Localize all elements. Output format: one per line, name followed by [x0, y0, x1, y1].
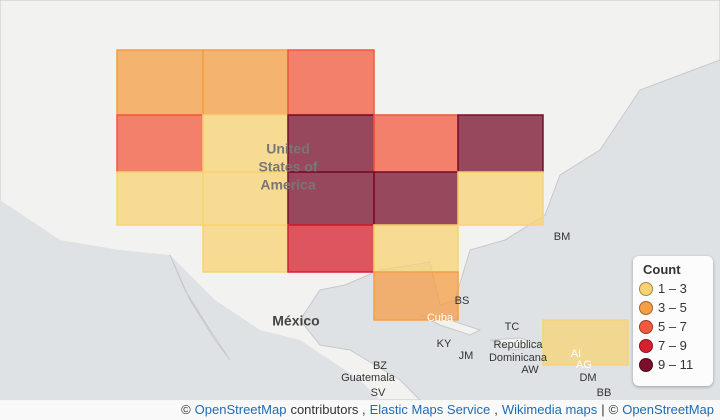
attribution-text: ,: [494, 402, 498, 417]
legend-item: 5 – 7: [639, 317, 713, 336]
grid-cell: [457, 171, 544, 226]
grid-cell: [287, 171, 375, 226]
place-label: Dominicana: [489, 352, 548, 364]
grid-cell: [373, 271, 459, 321]
legend-item: 1 – 3: [639, 279, 713, 298]
legend-items: 1 – 3 3 – 5 5 – 7 7 – 9 9 – 11: [633, 279, 713, 374]
attribution-link[interactable]: Elastic Maps Service: [369, 402, 491, 417]
grid-cell: [202, 224, 289, 273]
legend-label: 5 – 7: [658, 319, 687, 334]
grid-cell: [116, 114, 204, 173]
legend-label: 9 – 11: [658, 357, 694, 372]
place-label: BM: [554, 231, 571, 243]
attribution: © OpenStreetMap contributors , Elastic Maps…: [0, 400, 720, 420]
legend-swatch: [639, 319, 653, 334]
grid-cell: [116, 171, 204, 226]
place-label: México: [272, 313, 319, 329]
place-label: TC: [505, 321, 520, 333]
legend-label: 7 – 9: [658, 338, 687, 353]
grid-cell: [287, 114, 375, 173]
legend-item: 9 – 11: [639, 355, 713, 374]
legend: Count 1 – 3 3 – 5 5 – 7 7 – 9 9 – 11: [633, 256, 713, 386]
place-label: BZ: [373, 360, 387, 372]
attribution-text: ©: [608, 402, 619, 417]
grid-cell: [287, 49, 375, 116]
grid-cell: [542, 319, 629, 366]
grid-cell: [457, 114, 544, 173]
grid-cell: [202, 49, 289, 116]
place-label: DM: [579, 372, 596, 384]
place-label: Cuba: [427, 312, 454, 324]
place-label: BS: [455, 295, 470, 307]
place-label: KY: [437, 338, 452, 350]
legend-title: Count: [643, 262, 681, 277]
place-label: BB: [597, 387, 612, 399]
legend-label: 1 – 3: [658, 281, 687, 296]
grid-cells: [116, 49, 629, 366]
place-label: AI: [571, 348, 581, 360]
grid-cell: [287, 224, 375, 273]
place-label: United: [266, 141, 310, 157]
place-label: AG: [576, 359, 592, 371]
place-label: Guatemala: [341, 372, 396, 384]
place-label: República: [494, 339, 544, 351]
legend-item: 7 – 9: [639, 336, 713, 355]
grid-cell: [373, 224, 459, 273]
attribution-text: ©: [181, 402, 191, 417]
legend-swatch: [639, 300, 653, 315]
grid-cell: [373, 171, 459, 226]
place-label: AW: [521, 364, 539, 376]
place-label: JM: [459, 350, 474, 362]
legend-swatch: [639, 338, 653, 353]
legend-swatch: [639, 281, 653, 296]
place-label: America: [260, 177, 315, 193]
legend-swatch: [639, 357, 653, 372]
attribution-text: contributors ,: [290, 402, 366, 417]
place-label: States of: [258, 159, 317, 175]
attribution-link[interactable]: Wikimedia maps: [501, 402, 598, 417]
place-label: SV: [371, 387, 386, 399]
attribution-link[interactable]: OpenStreetMap: [194, 402, 287, 417]
grid-cell: [116, 49, 204, 116]
grid-cell: [373, 114, 459, 173]
legend-label: 3 – 5: [658, 300, 687, 315]
attribution-text: |: [601, 402, 605, 417]
attribution-link[interactable]: OpenStreetMap: [622, 402, 714, 417]
legend-item: 3 – 5: [639, 298, 713, 317]
